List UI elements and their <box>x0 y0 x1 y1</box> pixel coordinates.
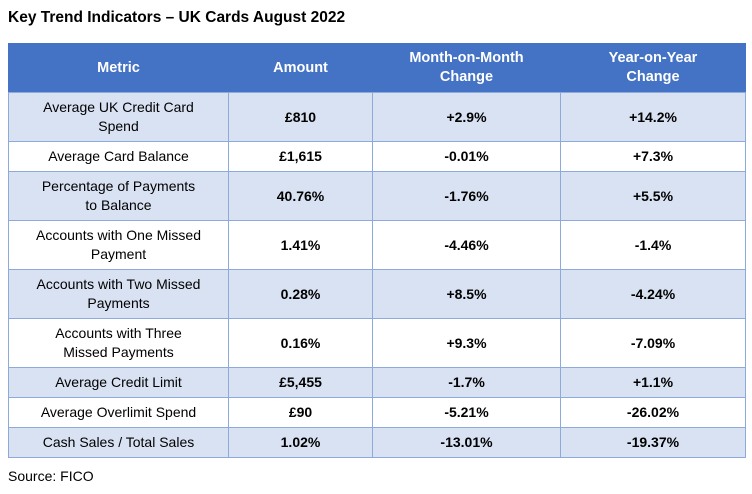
yoy-value-cell: -4.24% <box>560 269 746 319</box>
amount-value-cell: £5,455 <box>228 367 373 398</box>
yoy-value-cell: +14.2% <box>560 92 746 142</box>
table-row: Average Card Balance £1,615 -0.01% +7.3% <box>8 141 746 172</box>
metric-label: Cash Sales / Total Sales <box>42 434 195 450</box>
metric-label: Accounts with Two Missed Payments <box>36 276 201 311</box>
amount-value: 40.76% <box>276 187 325 204</box>
yoy-value-cell: -7.09% <box>560 318 746 368</box>
yoy-value: +1.1% <box>632 374 674 390</box>
amount-value-cell: £810 <box>228 92 373 142</box>
table-row: Average Credit Limit £5,455 -1.7% +1.1% <box>8 367 746 398</box>
amount-value-cell: 0.16% <box>228 318 373 368</box>
column-header-yoy-change: Year-on-Year Change <box>560 43 746 93</box>
amount-value: £810 <box>284 108 317 125</box>
table-body: Average UK Credit Card Spend £810 +2.9% +14… <box>8 92 746 458</box>
amount-value: 1.02% <box>280 434 321 450</box>
mom-value-cell: -0.01% <box>372 141 561 172</box>
column-header-amount-label: Amount <box>273 59 328 76</box>
amount-value-cell: 1.02% <box>228 427 373 458</box>
mom-value-cell: -5.21% <box>372 397 561 428</box>
yoy-value: +5.5% <box>632 187 674 204</box>
mom-value-cell: -4.46% <box>372 220 561 270</box>
metric-cell: Average UK Credit Card Spend <box>8 92 229 142</box>
yoy-value: -26.02% <box>626 404 680 420</box>
yoy-value-cell: +5.5% <box>560 171 746 221</box>
mom-value-cell: -1.76% <box>372 171 561 221</box>
mom-value: -1.76% <box>444 187 489 204</box>
mom-value-cell: +9.3% <box>372 318 561 368</box>
mom-value: -1.7% <box>448 374 485 390</box>
table-header: Metric Amount Month-on-Month Change Year… <box>8 43 746 93</box>
table-row: Accounts with One Missed Payment 1.41% -4.… <box>8 220 746 270</box>
metric-label: Average UK Credit Card Spend <box>43 99 194 134</box>
amount-value: £90 <box>288 404 313 420</box>
metric-cell: Cash Sales / Total Sales <box>8 427 229 458</box>
yoy-value-cell: +7.3% <box>560 141 746 172</box>
mom-value: +2.9% <box>446 108 487 125</box>
mom-value-cell: +2.9% <box>372 92 561 142</box>
amount-value-cell: £90 <box>228 397 373 428</box>
metric-cell: Average Overlimit Spend <box>8 397 229 428</box>
mom-value-cell: +8.5% <box>372 269 561 319</box>
amount-value-cell: 40.76% <box>228 171 373 221</box>
yoy-value: -7.09% <box>630 334 676 351</box>
amount-value-cell: £1,615 <box>228 141 373 172</box>
yoy-value: -4.24% <box>630 285 676 302</box>
yoy-value-cell: -26.02% <box>560 397 746 428</box>
yoy-value-cell: -19.37% <box>560 427 746 458</box>
metric-cell: Average Card Balance <box>8 141 229 172</box>
key-trend-indicators-table: Metric Amount Month-on-Month Change Year… <box>8 43 746 458</box>
amount-value: £5,455 <box>279 374 322 390</box>
mom-value-cell: -13.01% <box>372 427 561 458</box>
amount-value: £1,615 <box>279 148 322 164</box>
metric-label: Average Card Balance <box>48 148 189 164</box>
metric-label: Accounts with Three Missed Payments <box>55 325 182 360</box>
mom-value: +9.3% <box>446 334 487 351</box>
column-header-yoy-change-label: Year-on-Year Change <box>608 50 698 85</box>
amount-value: 0.28% <box>280 285 321 302</box>
mom-value: -4.46% <box>444 236 489 253</box>
table-row: Average UK Credit Card Spend £810 +2.9% +14… <box>8 92 746 142</box>
yoy-value-cell: +1.1% <box>560 367 746 398</box>
table-row: Accounts with Three Missed Payments 0.16%… <box>8 318 746 368</box>
amount-value: 1.41% <box>280 236 321 253</box>
yoy-value: -1.4% <box>634 236 672 253</box>
mom-value: +8.5% <box>446 285 487 302</box>
metric-cell: Percentage of Payments to Balance <box>8 171 229 221</box>
amount-value: 0.16% <box>280 334 321 351</box>
column-header-metric: Metric <box>8 43 229 93</box>
yoy-value: +7.3% <box>632 148 674 164</box>
amount-value-cell: 0.28% <box>228 269 373 319</box>
amount-value-cell: 1.41% <box>228 220 373 270</box>
yoy-value-cell: -1.4% <box>560 220 746 270</box>
metric-cell: Accounts with One Missed Payment <box>8 220 229 270</box>
page-title: Key Trend Indicators – UK Cards August 2… <box>8 9 346 26</box>
metric-label: Percentage of Payments to Balance <box>41 178 196 213</box>
table-row: Percentage of Payments to Balance 40.76% -… <box>8 171 746 221</box>
mom-value: -5.21% <box>444 404 489 420</box>
column-header-amount: Amount <box>228 43 373 93</box>
column-header-mom-change-label: Month-on-Month Change <box>409 50 524 85</box>
metric-label: Average Credit Limit <box>55 374 182 390</box>
column-header-mom-change: Month-on-Month Change <box>372 43 561 93</box>
source-text: Source: FICO <box>8 468 94 484</box>
table-row: Cash Sales / Total Sales 1.02% -13.01% -19.… <box>8 427 746 458</box>
metric-cell: Accounts with Two Missed Payments <box>8 269 229 319</box>
header-row: Metric Amount Month-on-Month Change Year… <box>8 43 746 93</box>
metric-label: Accounts with One Missed Payment <box>36 227 201 262</box>
table-row: Average Overlimit Spend £90 -5.21% -26.02% <box>8 397 746 428</box>
metric-cell: Average Credit Limit <box>8 367 229 398</box>
mom-value-cell: -1.7% <box>372 367 561 398</box>
yoy-value: -19.37% <box>626 434 680 450</box>
yoy-value: +14.2% <box>629 108 677 125</box>
column-header-metric-label: Metric <box>97 59 140 76</box>
metric-label: Average Overlimit Spend <box>40 404 197 420</box>
metric-cell: Accounts with Three Missed Payments <box>8 318 229 368</box>
mom-value: -13.01% <box>440 434 493 450</box>
table-row: Accounts with Two Missed Payments 0.28% +8… <box>8 269 746 319</box>
mom-value: -0.01% <box>444 148 489 164</box>
